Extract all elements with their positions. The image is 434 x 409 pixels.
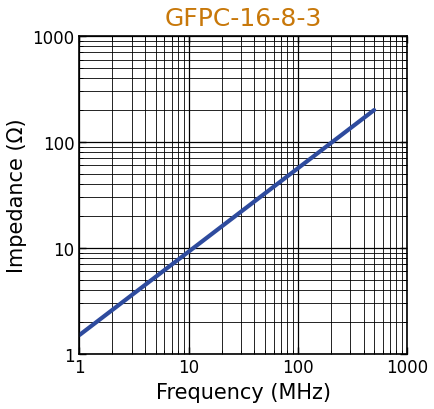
Title: GFPC-16-8-3: GFPC-16-8-3	[164, 7, 321, 31]
Y-axis label: Impedance (Ω): Impedance (Ω)	[7, 118, 27, 272]
X-axis label: Frequency (MHz): Frequency (MHz)	[155, 382, 330, 402]
